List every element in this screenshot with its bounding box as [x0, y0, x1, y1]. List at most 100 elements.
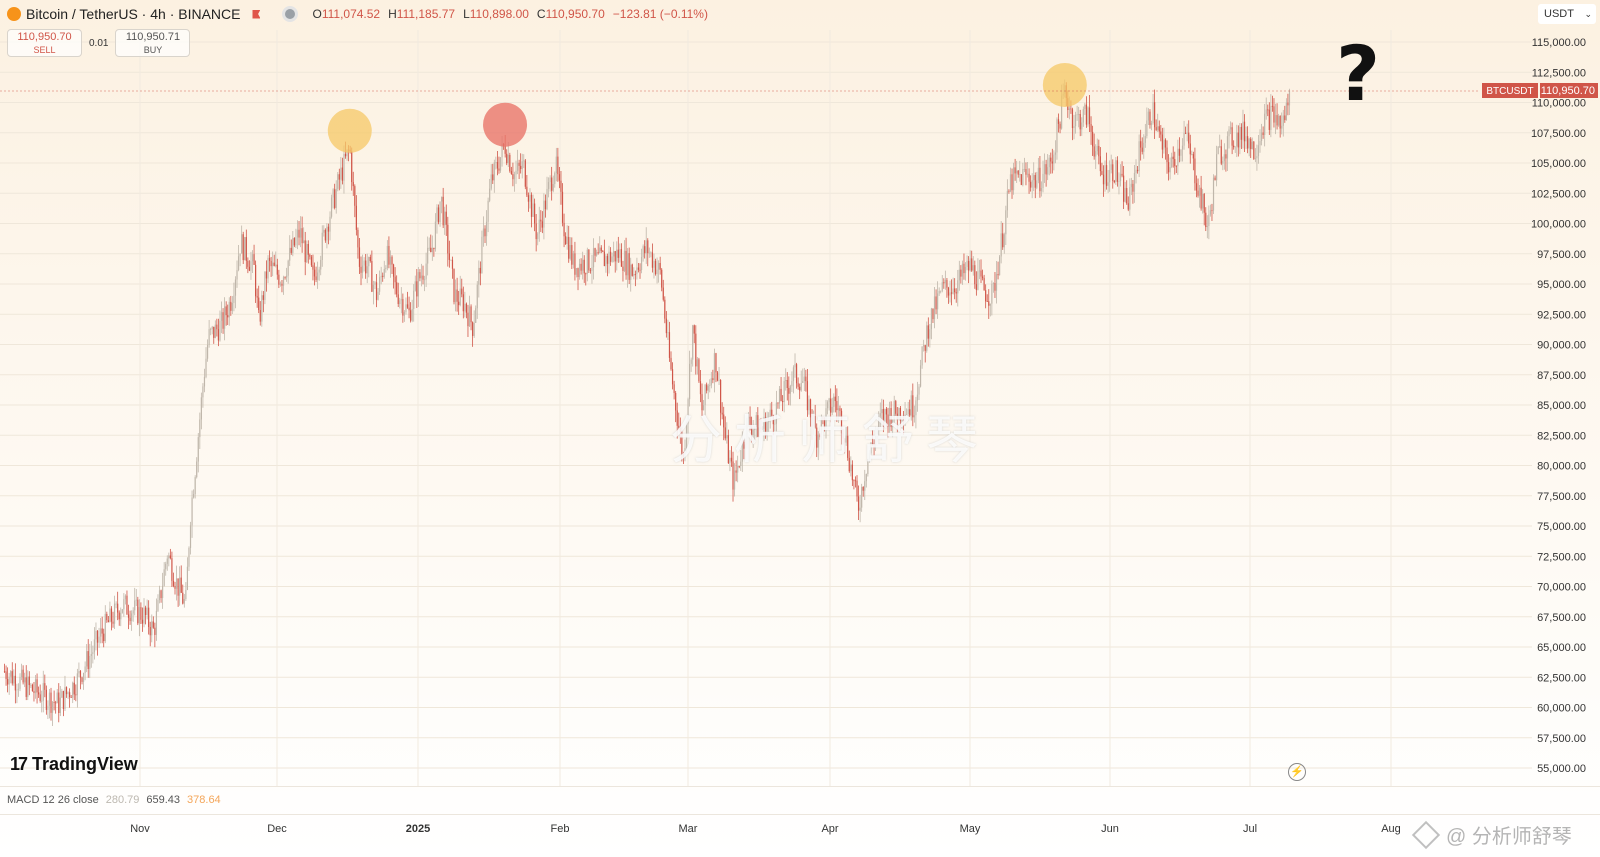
candle-body	[182, 592, 184, 604]
candle-body	[910, 395, 912, 416]
candle-body	[289, 247, 291, 261]
candle-body	[944, 279, 946, 284]
candle-body	[554, 173, 556, 185]
candle-body	[1257, 145, 1260, 157]
candle-body	[166, 558, 168, 564]
candle-body	[411, 308, 413, 321]
candle-body	[633, 274, 635, 276]
candle-body	[127, 614, 130, 618]
candle-body	[901, 420, 903, 421]
candle-body	[1172, 156, 1174, 160]
candle-body	[317, 272, 319, 280]
candle-body	[324, 229, 326, 241]
candle-body	[228, 301, 230, 318]
candle-body	[611, 256, 613, 262]
candle-body	[79, 670, 82, 678]
high-label: H	[388, 7, 397, 21]
candle-body	[513, 174, 516, 180]
candle-body	[129, 617, 131, 622]
candle-body	[10, 671, 12, 677]
candle-body	[363, 260, 365, 266]
candle-body	[1166, 147, 1168, 163]
candle-body	[785, 380, 787, 382]
candle-body	[591, 267, 593, 272]
candle-body	[947, 287, 950, 296]
candle-body	[938, 290, 940, 294]
candle-body	[797, 383, 799, 387]
tradingview-logo[interactable]: 17 TradingView	[10, 754, 138, 775]
candle-body	[619, 249, 621, 258]
candle-body	[115, 603, 117, 605]
candle-body	[1019, 174, 1021, 175]
candle-body	[596, 252, 598, 256]
candle-body	[368, 257, 370, 267]
candle-body	[287, 260, 289, 276]
candle-body	[1185, 132, 1187, 134]
symbol-title[interactable]: Bitcoin / TetherUS · 4h · BINANCE	[26, 6, 241, 22]
candle-body	[84, 666, 86, 674]
sell-price: 110,950.70	[17, 31, 72, 43]
candle-body	[185, 590, 187, 599]
candle-body	[124, 595, 127, 600]
candle-body	[549, 177, 551, 183]
candle-body	[926, 325, 928, 351]
candle-body	[329, 216, 331, 232]
candle-body	[470, 306, 472, 323]
ohlc-readout: O111,074.52 H111,185.77 L110,898.00 C110…	[312, 7, 707, 21]
candle-body	[28, 676, 30, 686]
candle-body	[1192, 154, 1194, 159]
candle-body	[1278, 115, 1280, 126]
candle-body	[726, 435, 728, 439]
candle-body	[1205, 212, 1207, 228]
candle-body	[451, 259, 454, 269]
candle-body	[11, 671, 13, 684]
candle-body	[1157, 126, 1159, 131]
candle-body	[628, 253, 630, 280]
candle-body	[259, 310, 261, 322]
pane-divider[interactable]	[0, 786, 1600, 787]
candle-body	[687, 399, 689, 424]
candle-body	[315, 276, 317, 280]
candle-body	[504, 146, 506, 154]
candle-body	[792, 367, 795, 382]
candle-body	[820, 417, 822, 438]
macd-value-3: 378.64	[187, 794, 221, 806]
candle-body	[1237, 132, 1239, 148]
candle-body	[758, 427, 760, 437]
candle-body	[151, 621, 153, 636]
candle-body	[121, 609, 123, 613]
lightning-icon[interactable]: ⚡	[1288, 763, 1306, 781]
candle-body	[709, 385, 711, 387]
macd-name[interactable]: MACD 12 26 close	[7, 794, 99, 806]
candle-body	[693, 325, 695, 334]
candle-body	[710, 378, 712, 386]
candle-body	[689, 363, 691, 400]
candle-body	[461, 288, 463, 295]
candle-body	[698, 359, 700, 382]
candle-body	[882, 409, 884, 422]
candle-body	[87, 651, 89, 670]
flag-icon[interactable]	[252, 9, 261, 19]
candle-body	[1217, 146, 1219, 155]
y-tick-label: 100,000.00	[1531, 219, 1586, 231]
candle-body	[1233, 145, 1235, 148]
candle-body	[845, 435, 847, 443]
candle-body	[625, 250, 627, 276]
candle-body	[227, 315, 229, 318]
candle-body	[592, 248, 595, 268]
candle-body	[464, 303, 466, 312]
candle-body	[1222, 161, 1224, 164]
market-status-icon[interactable]	[285, 9, 296, 19]
candle-body	[659, 262, 661, 270]
candle-body	[729, 457, 731, 464]
candle-body	[50, 692, 52, 713]
candle-body	[569, 245, 571, 259]
candle-body	[805, 376, 807, 382]
currency-select[interactable]: USDT ⌄	[1538, 4, 1596, 24]
candle-body	[205, 358, 207, 377]
candle-body	[636, 267, 638, 275]
candle-body	[1084, 104, 1086, 110]
buy-button[interactable]: 110,950.71 BUY	[115, 29, 191, 57]
sell-button[interactable]: 110,950.70 SELL	[7, 29, 82, 57]
